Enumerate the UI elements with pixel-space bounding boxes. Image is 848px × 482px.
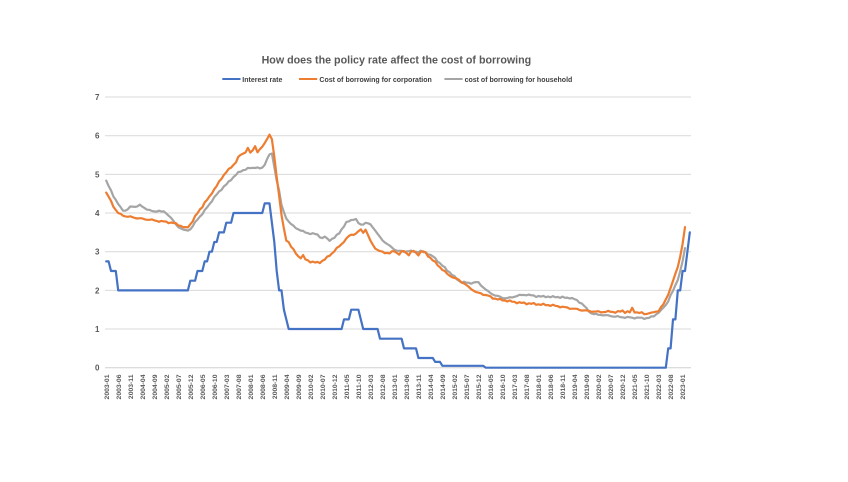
svg-text:Cost of borrowing for corporat: Cost of borrowing for corporation	[319, 77, 431, 84]
svg-text:2009-04: 2009-04	[284, 374, 291, 399]
svg-text:2022-03: 2022-03	[656, 374, 663, 399]
svg-text:2019-04: 2019-04	[572, 374, 579, 399]
svg-text:2005-12: 2005-12	[188, 374, 195, 399]
svg-text:2013-06: 2013-06	[404, 374, 411, 399]
svg-text:2017-03: 2017-03	[512, 374, 519, 399]
svg-text:2007-08: 2007-08	[236, 374, 243, 399]
svg-text:2008-06: 2008-06	[260, 374, 267, 399]
svg-text:2003-11: 2003-11	[128, 374, 135, 399]
svg-text:2008-11: 2008-11	[272, 374, 279, 399]
svg-text:2016-05: 2016-05	[488, 374, 495, 399]
svg-text:5: 5	[95, 170, 100, 179]
svg-text:2016-10: 2016-10	[500, 374, 507, 399]
svg-text:2: 2	[95, 286, 100, 295]
svg-text:2018-01: 2018-01	[536, 374, 543, 399]
svg-text:2021-10: 2021-10	[644, 374, 651, 399]
svg-text:2023-01: 2023-01	[680, 374, 687, 399]
svg-text:2006-10: 2006-10	[212, 374, 219, 399]
svg-text:2007-03: 2007-03	[224, 374, 231, 399]
svg-text:2020-07: 2020-07	[608, 374, 615, 399]
svg-text:2003-01: 2003-01	[104, 374, 111, 399]
svg-text:2013-11: 2013-11	[416, 374, 423, 399]
svg-text:2014-09: 2014-09	[440, 374, 447, 399]
svg-text:2013-01: 2013-01	[392, 374, 399, 399]
svg-text:2009-09: 2009-09	[296, 374, 303, 399]
svg-text:2011-05: 2011-05	[344, 374, 351, 399]
svg-text:2015-07: 2015-07	[464, 374, 471, 399]
svg-text:2010-07: 2010-07	[320, 374, 327, 399]
svg-text:2012-08: 2012-08	[380, 374, 387, 399]
svg-text:2022-08: 2022-08	[668, 374, 675, 399]
svg-text:2004-04: 2004-04	[140, 374, 147, 399]
svg-text:7: 7	[95, 93, 100, 102]
svg-text:2012-03: 2012-03	[368, 374, 375, 399]
svg-text:2010-12: 2010-12	[332, 374, 339, 399]
svg-text:2003-06: 2003-06	[116, 374, 123, 399]
svg-text:2006-05: 2006-05	[200, 374, 207, 399]
svg-text:2018-11: 2018-11	[560, 374, 567, 399]
svg-text:2015-02: 2015-02	[452, 374, 459, 399]
svg-text:2019-09: 2019-09	[584, 374, 591, 399]
svg-text:2020-12: 2020-12	[620, 374, 627, 399]
svg-text:2014-04: 2014-04	[428, 374, 435, 399]
svg-text:6: 6	[95, 132, 100, 141]
svg-text:2017-08: 2017-08	[524, 374, 531, 399]
svg-text:2005-02: 2005-02	[164, 374, 171, 399]
svg-text:2008-01: 2008-01	[248, 374, 255, 399]
svg-text:2018-06: 2018-06	[548, 374, 555, 399]
svg-text:2004-09: 2004-09	[152, 374, 159, 399]
svg-text:Interest rate: Interest rate	[242, 77, 282, 84]
svg-text:2010-02: 2010-02	[308, 374, 315, 399]
svg-text:4: 4	[95, 209, 100, 218]
svg-text:2021-05: 2021-05	[632, 374, 639, 399]
svg-text:2005-07: 2005-07	[176, 374, 183, 399]
svg-text:2015-12: 2015-12	[476, 374, 483, 399]
svg-text:2020-02: 2020-02	[596, 374, 603, 399]
svg-text:2011-10: 2011-10	[356, 374, 363, 399]
svg-text:How does the policy rate affec: How does the policy rate affect the cost…	[262, 55, 532, 67]
svg-text:cost of borrowing for househol: cost of borrowing for household	[465, 77, 573, 84]
svg-text:1: 1	[95, 325, 100, 334]
svg-text:0: 0	[95, 364, 100, 373]
svg-text:3: 3	[95, 248, 100, 257]
